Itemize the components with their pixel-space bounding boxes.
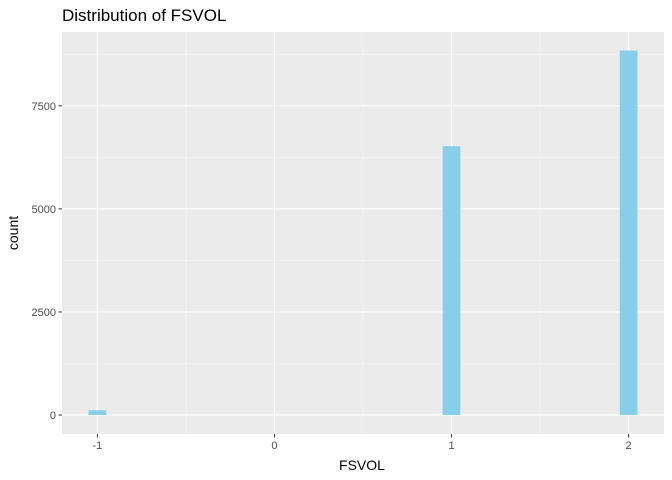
x-tick-label: 2: [626, 440, 632, 452]
y-tick-label: 7500: [32, 101, 56, 113]
bars: [88, 50, 638, 416]
x-axis-title: FSVOL: [339, 457, 385, 473]
x-tick-label: 0: [271, 440, 277, 452]
plot-panel: [62, 32, 664, 434]
x-tick-label: -1: [93, 440, 103, 452]
y-axis-title: count: [5, 216, 21, 250]
y-tick-label: 2500: [32, 307, 56, 319]
axes: -1 0 1 2 0 2500 5000 7500: [32, 101, 632, 452]
histogram-bar: [442, 146, 461, 416]
y-tick-label: 0: [50, 410, 56, 422]
x-tick-label: 1: [448, 440, 454, 452]
histogram-bar: [88, 410, 107, 416]
y-tick-label: 5000: [32, 204, 56, 216]
chart-title: Distribution of FSVOL: [62, 6, 226, 25]
histogram-bar: [619, 50, 638, 416]
